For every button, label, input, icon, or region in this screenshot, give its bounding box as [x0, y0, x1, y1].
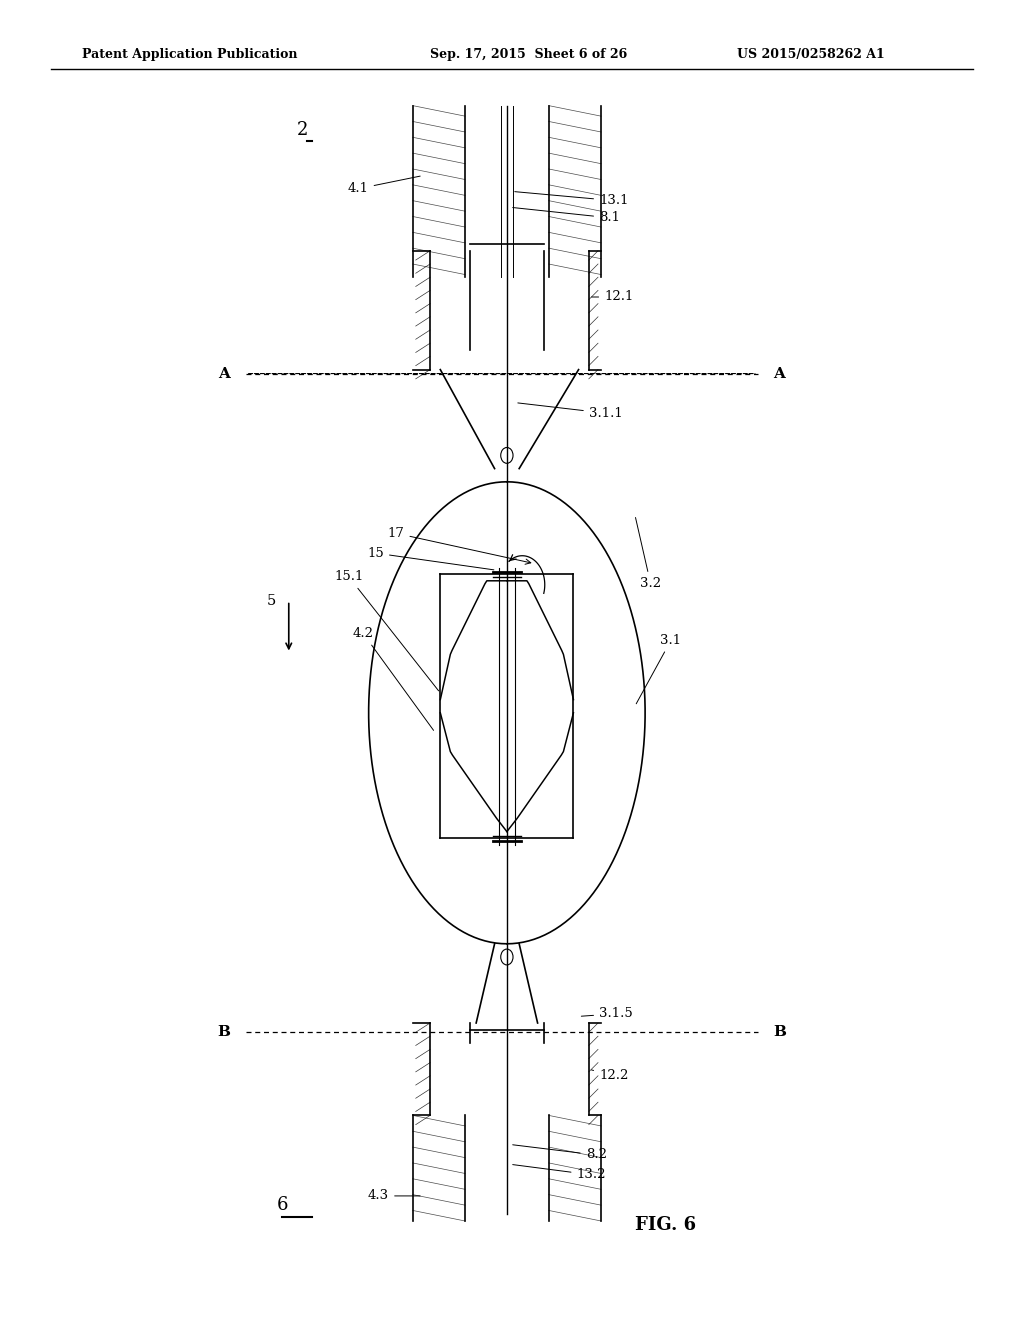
Text: 4.3: 4.3	[368, 1189, 420, 1203]
Text: 6: 6	[276, 1196, 288, 1214]
Text: 3.2: 3.2	[636, 517, 662, 590]
Text: A: A	[218, 367, 230, 380]
Text: B: B	[217, 1026, 230, 1039]
Text: 3.1: 3.1	[636, 634, 682, 704]
Text: 5: 5	[267, 594, 276, 607]
Text: 15.1: 15.1	[334, 570, 438, 690]
Text: 17: 17	[388, 527, 530, 564]
Text: 13.2: 13.2	[513, 1164, 606, 1181]
Text: 8.2: 8.2	[513, 1144, 607, 1162]
Text: 4.2: 4.2	[352, 627, 433, 730]
Text: B: B	[773, 1026, 786, 1039]
Text: 2: 2	[297, 120, 308, 139]
Text: 8.1: 8.1	[513, 207, 621, 224]
Text: 4.1: 4.1	[347, 176, 420, 195]
Text: 12.2: 12.2	[592, 1069, 629, 1082]
Text: 3.1.5: 3.1.5	[582, 1007, 633, 1020]
Text: 15: 15	[368, 546, 494, 570]
Text: 12.1: 12.1	[592, 290, 634, 304]
Text: 13.1: 13.1	[515, 191, 629, 207]
Text: A: A	[773, 367, 785, 380]
Text: Patent Application Publication: Patent Application Publication	[82, 48, 297, 61]
Text: FIG. 6: FIG. 6	[635, 1216, 696, 1234]
Text: Sep. 17, 2015  Sheet 6 of 26: Sep. 17, 2015 Sheet 6 of 26	[430, 48, 628, 61]
Text: 3.1.1: 3.1.1	[518, 403, 623, 420]
Text: US 2015/0258262 A1: US 2015/0258262 A1	[737, 48, 885, 61]
